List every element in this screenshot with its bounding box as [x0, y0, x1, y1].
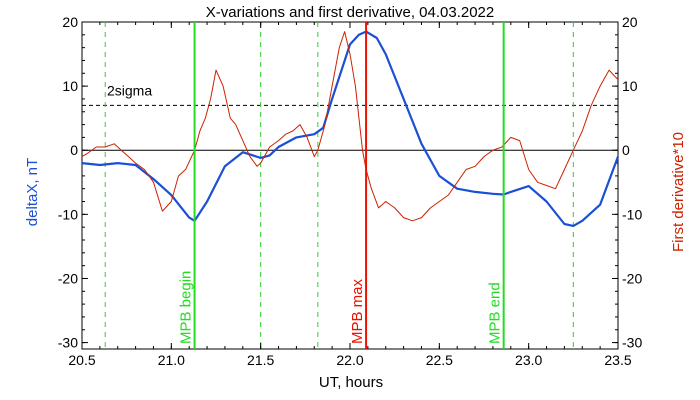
- y-axis-left-label: deltaX, nT: [24, 158, 41, 226]
- y-tick-label-left: -30: [58, 335, 78, 351]
- marker-label-1: MPB max: [349, 278, 366, 344]
- y-tick-label-left: -20: [58, 270, 78, 286]
- y-tick-label-left: 0: [70, 142, 78, 158]
- y-tick-label-right: 10: [622, 78, 638, 94]
- plot-area: 2sigma 20.5 21.0 21.5 22.0 22.5 23.0 23.5 20 20 10…: [58, 14, 643, 368]
- chart-title: X-variations and first derivative, 04.03…: [206, 4, 495, 21]
- x-tick-label: 22.0: [336, 352, 363, 368]
- marker-label-0: MPB begin: [178, 271, 195, 344]
- y-axis-right-label: First derivative*10: [670, 132, 687, 252]
- y-tick-label-right: -20: [622, 270, 642, 286]
- x-tick-label: 20.5: [68, 352, 95, 368]
- x-tick-label: 23.0: [515, 352, 542, 368]
- y-tick-label-left: 10: [62, 78, 78, 94]
- y-tick-label-left: -10: [58, 206, 78, 222]
- marker-label-2: MPB end: [487, 282, 504, 344]
- x-tick-label: 21.0: [158, 352, 185, 368]
- sigma-label: 2sigma: [107, 82, 152, 98]
- y-tick-label-right: 0: [622, 142, 630, 158]
- series-line-deltaX: [81, 30, 620, 227]
- x-tick-label: 23.5: [604, 352, 631, 368]
- x-tick-label: 22.5: [426, 352, 453, 368]
- x-tick-label: 21.5: [247, 352, 274, 368]
- x-axis-label: UT, hours: [319, 374, 383, 391]
- series-line-derivative: [81, 31, 619, 222]
- y-tick-label-right: 20: [622, 14, 638, 30]
- y-tick-label-left: 20: [62, 14, 78, 30]
- y-tick-label-right: -10: [622, 206, 642, 222]
- y-tick-label-right: -30: [622, 335, 642, 351]
